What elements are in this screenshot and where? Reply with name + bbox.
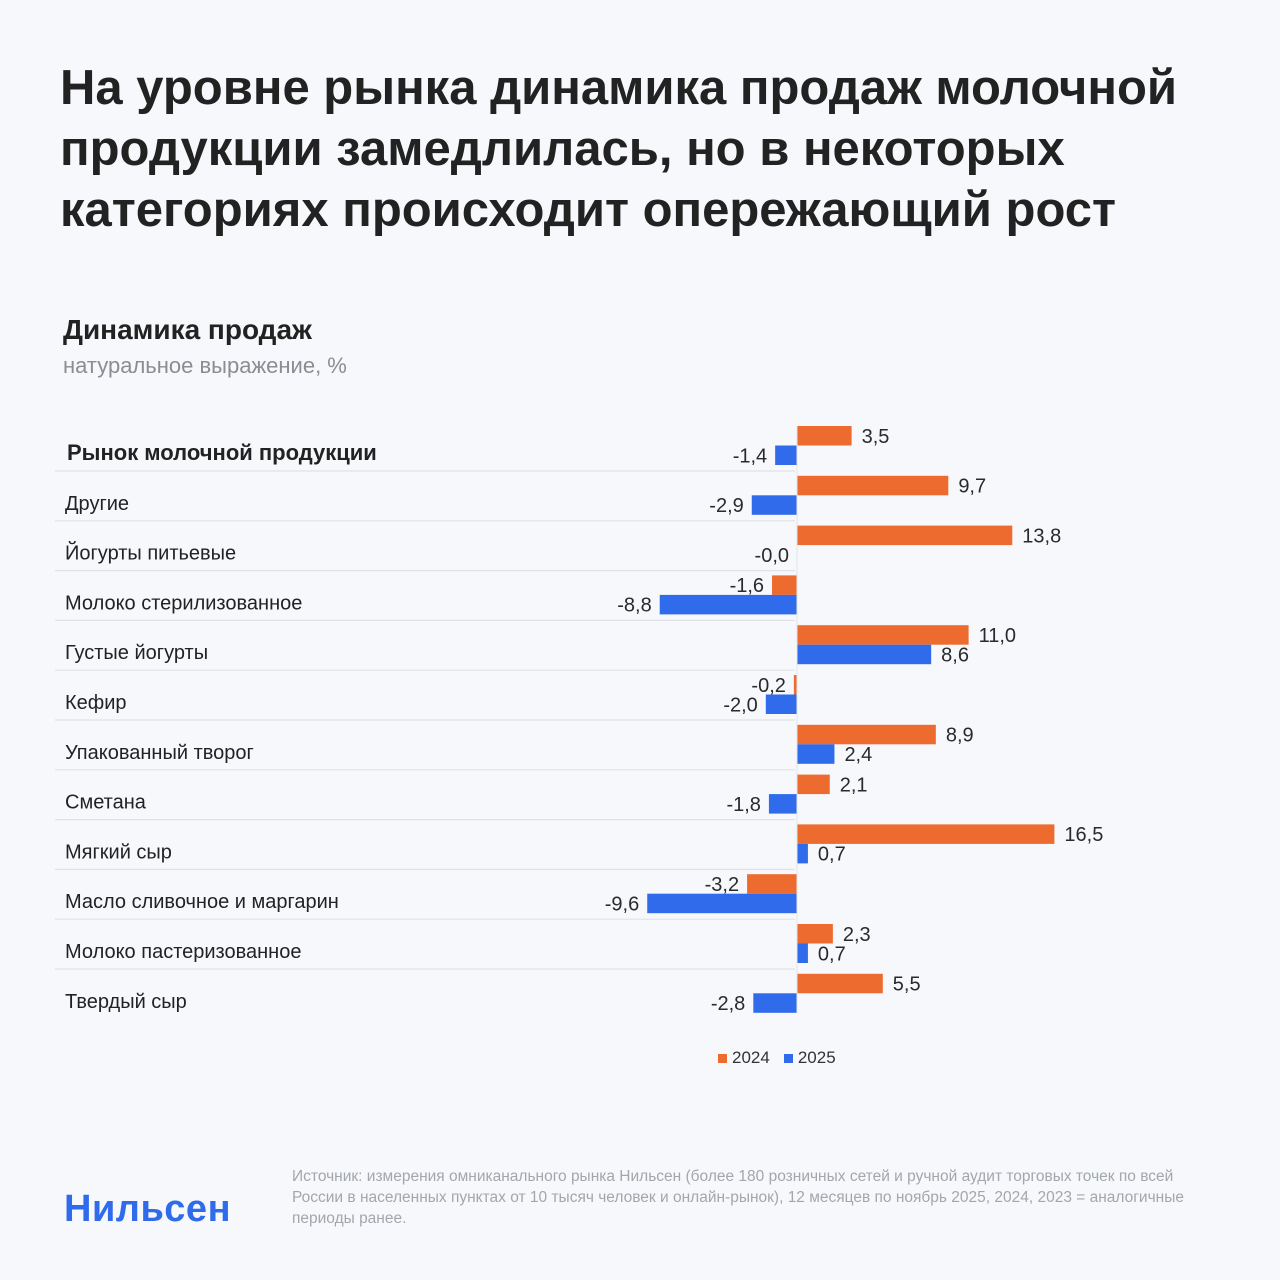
legend-item-2024: 2024 [718, 1048, 770, 1068]
bar-2024 [797, 525, 1013, 546]
data-label: -2,9 [709, 495, 743, 517]
bar-2024 [797, 426, 852, 446]
data-label: 0,7 [818, 943, 846, 965]
data-label: -1,8 [726, 794, 760, 816]
bar-2024 [797, 475, 949, 496]
data-label: 13,8 [1022, 525, 1061, 547]
category-label: Мягкий сыр [65, 841, 172, 863]
category-label: Молоко пастеризованное [65, 941, 301, 963]
bar-2025 [797, 943, 808, 963]
data-label: 5,5 [893, 974, 921, 996]
bar-2025 [775, 445, 797, 465]
data-label: -2,8 [711, 993, 745, 1015]
bar-2025 [659, 594, 797, 615]
data-label: -2,0 [723, 694, 757, 716]
bar-2025 [753, 993, 797, 1013]
bar-2025 [751, 495, 797, 515]
data-label: -1,6 [730, 575, 764, 597]
data-label: 9,7 [958, 476, 986, 498]
category-label: Кефир [65, 692, 127, 714]
category-label: Густые йогурты [65, 642, 208, 664]
data-label: -8,8 [617, 595, 651, 617]
bar-2024 [797, 724, 936, 745]
category-label: Рынок молочной продукции [67, 440, 377, 465]
chart-title: Динамика продаж [63, 314, 312, 345]
category-label: Твердый сыр [65, 991, 187, 1013]
category-label: Йогурты питьевые [65, 541, 236, 565]
data-label: 8,9 [946, 725, 974, 747]
data-label: 8,6 [941, 644, 969, 666]
category-label: Сметана [65, 792, 147, 814]
legend-label: 2024 [732, 1048, 770, 1067]
bar-2025 [765, 694, 797, 714]
data-label: 2,1 [840, 774, 868, 796]
data-label: -1,4 [733, 445, 767, 467]
legend-swatch [783, 1054, 793, 1063]
category-label: Молоко стерилизованное [65, 592, 302, 614]
category-label: Упакованный творог [65, 742, 254, 764]
data-label: 16,5 [1064, 824, 1103, 846]
bar-2024 [797, 625, 969, 645]
bar-2024 [797, 924, 833, 944]
data-label: -0,0 [755, 545, 789, 567]
nielsen-logo: Нильсен [64, 1188, 232, 1230]
page-title: На уровне рынка динамика продаж молочной… [60, 61, 1178, 237]
bar-2025 [768, 794, 797, 814]
legend-item-2025: 2025 [783, 1048, 836, 1068]
bar-2024 [793, 675, 797, 695]
category-label: Другие [65, 493, 129, 515]
bar-2024 [797, 774, 830, 795]
data-label: 0,7 [818, 844, 846, 866]
bar-2025 [797, 644, 932, 665]
bar-2025 [797, 843, 808, 864]
data-label: 3,5 [862, 426, 890, 448]
chart-subtitle: натуральное выражение, % [63, 353, 347, 378]
data-label: 11,0 [979, 625, 1016, 647]
bar-2024 [797, 973, 883, 994]
legend: 2024 2025 [718, 1048, 836, 1068]
data-label: -9,6 [605, 893, 639, 915]
bar-2024 [747, 874, 797, 894]
data-label: -3,2 [705, 874, 739, 896]
data-label: 2,4 [844, 744, 872, 766]
category-label: Масло сливочное и маргарин [65, 891, 339, 913]
source-note: Источник: измерения омниканального рынка… [292, 1168, 1184, 1227]
bar-2024 [772, 575, 797, 595]
legend-swatch [718, 1054, 727, 1063]
bar-2024 [797, 824, 1055, 844]
bar-2025 [797, 744, 835, 764]
legend-label: 2025 [797, 1048, 836, 1067]
data-label: 2,3 [843, 924, 871, 946]
data-label: -0,2 [751, 675, 785, 697]
bar-2025 [647, 893, 797, 914]
